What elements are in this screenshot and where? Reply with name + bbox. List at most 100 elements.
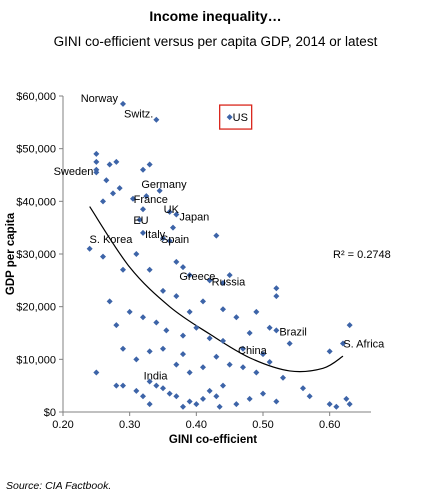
data-point bbox=[206, 335, 213, 342]
data-point bbox=[100, 253, 106, 260]
us-highlight-box bbox=[219, 104, 253, 130]
y-tick-label: $0 bbox=[44, 407, 56, 419]
data-point bbox=[200, 298, 206, 305]
data-point bbox=[180, 332, 186, 339]
data-point bbox=[166, 208, 173, 215]
data-point bbox=[106, 161, 113, 168]
point-label-switz: Switz. bbox=[124, 109, 153, 121]
data-point bbox=[173, 393, 180, 400]
y-tick-label: $60,000 bbox=[16, 91, 56, 103]
data-point bbox=[273, 398, 280, 405]
source-note: Source: CIA Factbook. bbox=[6, 480, 112, 492]
data-point bbox=[93, 158, 100, 165]
data-point bbox=[93, 150, 100, 157]
data-point bbox=[240, 364, 246, 371]
y-tick-label: $40,000 bbox=[16, 196, 56, 208]
y-axis-label: GDP per capita bbox=[5, 212, 17, 295]
data-point bbox=[226, 272, 233, 279]
data-point bbox=[200, 395, 206, 402]
data-point bbox=[140, 206, 146, 213]
data-point bbox=[340, 340, 346, 347]
data-point bbox=[343, 395, 350, 402]
chart-title: Income inequality… bbox=[149, 8, 282, 24]
trend-line bbox=[89, 206, 344, 373]
data-point bbox=[253, 308, 260, 315]
data-point bbox=[86, 245, 93, 252]
data-point bbox=[186, 272, 193, 279]
data-point bbox=[193, 401, 200, 408]
data-point bbox=[200, 364, 206, 371]
data-point bbox=[180, 351, 186, 358]
data-point bbox=[186, 398, 193, 405]
data-point bbox=[146, 401, 153, 408]
data-point bbox=[273, 293, 280, 300]
data-point bbox=[153, 382, 160, 389]
data-point bbox=[170, 224, 176, 231]
data-point bbox=[240, 345, 246, 352]
point-label-eu: EU bbox=[133, 215, 148, 227]
data-point bbox=[253, 369, 260, 376]
data-point bbox=[136, 216, 143, 223]
data-point bbox=[120, 345, 126, 352]
data-point bbox=[146, 161, 153, 168]
data-point bbox=[153, 319, 160, 326]
data-point bbox=[220, 306, 226, 313]
data-point bbox=[216, 403, 223, 410]
data-point bbox=[160, 287, 166, 294]
data-point bbox=[186, 308, 193, 315]
data-point bbox=[133, 356, 140, 363]
data-point bbox=[133, 251, 140, 257]
data-point bbox=[193, 324, 200, 331]
data-point bbox=[326, 401, 333, 408]
data-point bbox=[120, 382, 126, 389]
x-tick-label: 0.30 bbox=[119, 419, 140, 431]
data-point bbox=[146, 348, 153, 355]
data-point bbox=[93, 369, 100, 376]
data-point bbox=[306, 393, 313, 400]
data-point bbox=[186, 369, 193, 376]
data-point bbox=[140, 166, 146, 173]
data-point bbox=[273, 327, 280, 334]
chart-subtitle: GINI co-efficient versus per capita GDP,… bbox=[53, 34, 378, 49]
x-tick-label: 0.50 bbox=[252, 419, 273, 431]
point-label-germany: Germany bbox=[141, 179, 187, 191]
data-point bbox=[206, 277, 213, 284]
data-point bbox=[286, 340, 293, 347]
data-point bbox=[160, 235, 166, 242]
data-point bbox=[226, 361, 233, 368]
data-point bbox=[173, 361, 180, 368]
data-point bbox=[333, 403, 340, 410]
data-point bbox=[110, 190, 116, 197]
data-point bbox=[233, 401, 240, 408]
data-point bbox=[143, 193, 150, 200]
x-tick-label: 0.20 bbox=[52, 419, 73, 431]
data-point bbox=[180, 403, 186, 410]
data-point bbox=[280, 374, 286, 381]
y-tick-label: $20,000 bbox=[16, 302, 56, 314]
data-point bbox=[93, 169, 100, 176]
x-tick-label: 0.40 bbox=[186, 419, 207, 431]
x-axis-label: GINI co-efficient bbox=[169, 434, 257, 446]
data-point bbox=[233, 314, 240, 321]
data-point bbox=[120, 100, 126, 107]
data-point bbox=[173, 293, 180, 300]
point-label-s-africa: S. Africa bbox=[343, 339, 385, 351]
data-points bbox=[86, 100, 353, 410]
data-point bbox=[106, 298, 113, 305]
data-point bbox=[160, 345, 166, 352]
data-point bbox=[213, 232, 220, 239]
data-point bbox=[113, 322, 120, 329]
data-point bbox=[130, 195, 136, 202]
data-point bbox=[146, 266, 153, 273]
data-point bbox=[133, 387, 140, 394]
point-label-italy: Italy bbox=[145, 229, 166, 241]
x-tick-label: 0.60 bbox=[319, 419, 340, 431]
point-label-uk: UK bbox=[164, 204, 180, 216]
point-label-russia: Russia bbox=[212, 276, 247, 288]
data-point bbox=[126, 308, 133, 315]
data-point bbox=[346, 322, 353, 329]
scatter-chart: $0 $10,000 $20,000 $30,000 $40,000 $50,000 $60… bbox=[5, 91, 391, 446]
point-label-us: US bbox=[233, 112, 248, 124]
data-point bbox=[346, 401, 353, 408]
data-point bbox=[140, 393, 146, 400]
